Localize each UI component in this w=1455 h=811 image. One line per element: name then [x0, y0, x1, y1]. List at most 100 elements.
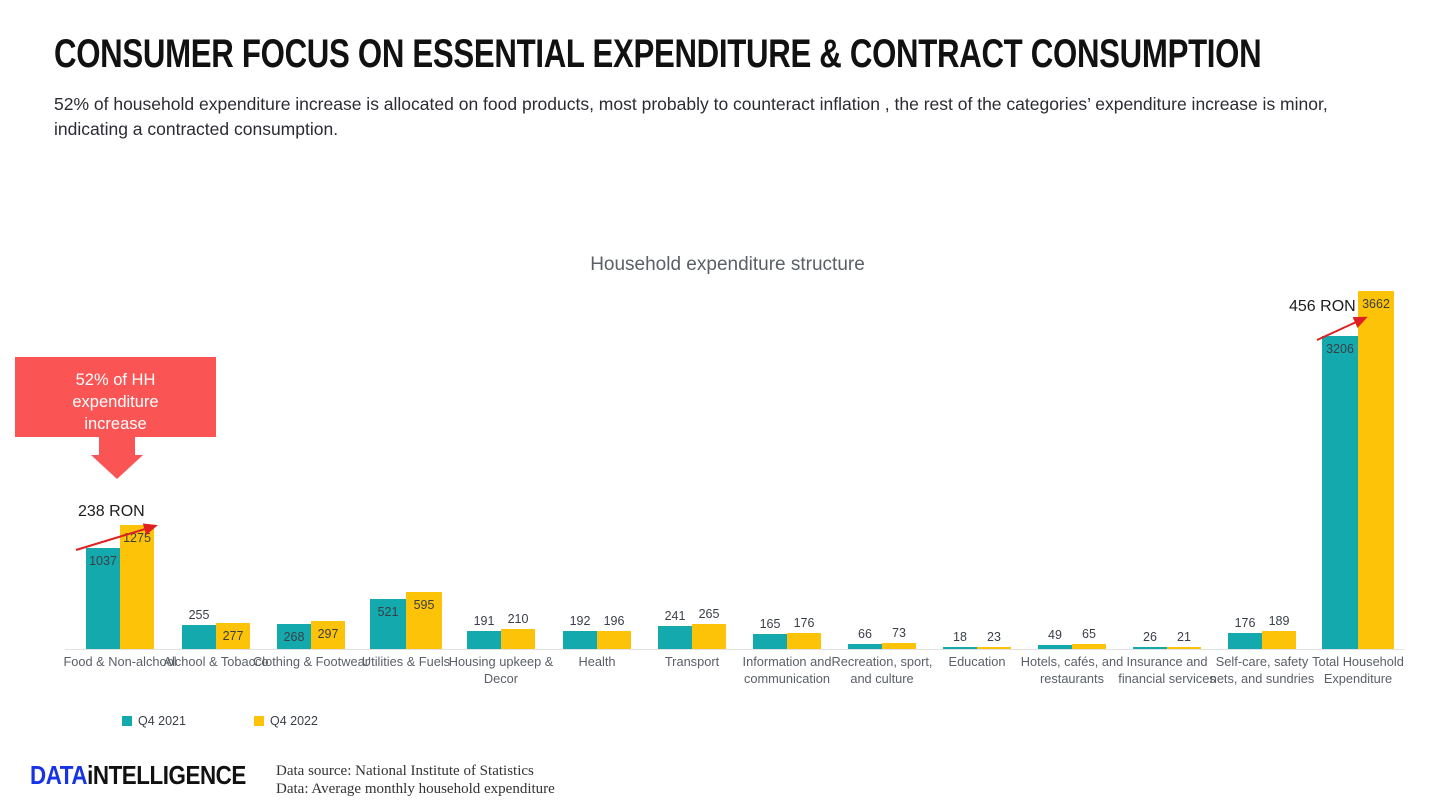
- bar-group: 192 196: [542, 270, 652, 650]
- chart-baseline: [65, 649, 1405, 650]
- x-axis-label: Housing upkeep & Decor: [448, 654, 554, 686]
- bar-value-label: 196: [603, 613, 625, 628]
- callout-52-percent: 52% of HH expenditure increase: [15, 357, 216, 479]
- bar-value-label: 521: [377, 604, 399, 619]
- x-axis-label: Transport: [664, 654, 720, 669]
- x-axis-label: Education: [948, 654, 1006, 669]
- bar-value-label: 191: [473, 614, 495, 629]
- bar-chart-plot-area: 1037 1275 255 277 268 297 521 595 191 210 192 196 24…: [0, 270, 1455, 650]
- bar-q4-2022[interactable]: 73: [882, 626, 916, 650]
- arrow-stem: [99, 437, 135, 455]
- bar-group: 521 595: [351, 270, 461, 650]
- bar-group: 165 176: [732, 270, 842, 650]
- bar-q4-2021[interactable]: 191: [467, 614, 501, 650]
- x-axis-label: Recreation, sport, and culture: [831, 654, 933, 686]
- x-axis-label: Hotels, cafés, and restaurants: [1020, 654, 1124, 686]
- bar-group: 66 73: [827, 270, 937, 650]
- bar-value-label: 210: [507, 612, 529, 627]
- bar-group: 3206 3662: [1303, 270, 1413, 650]
- bar-q4-2021[interactable]: 18: [943, 630, 977, 650]
- chart-title: Household expenditure structure: [590, 254, 865, 275]
- callout-line-1: 52% of HH: [75, 371, 156, 389]
- bar-q4-2021[interactable]: 26: [1133, 630, 1167, 650]
- bar-q4-2022[interactable]: 265: [692, 607, 726, 650]
- delta-arrow-total-icon: [1316, 316, 1368, 341]
- bar-q4-2021[interactable]: 192: [563, 614, 597, 650]
- bar-q4-2022[interactable]: 21: [1167, 630, 1201, 650]
- logo-intelligence-text: iNTELLIGENCE: [87, 760, 246, 790]
- bar-value-label: 26: [1143, 630, 1157, 644]
- bar-value-label: 3206: [1326, 341, 1354, 356]
- bar-value-label: 241: [664, 609, 686, 624]
- bar-group: 255 277: [161, 270, 271, 650]
- bar-value-label: 595: [413, 597, 435, 612]
- bar-q4-2022[interactable]: 189: [1262, 614, 1296, 650]
- bar-q4-2022[interactable]: 65: [1072, 627, 1106, 650]
- x-axis-label: Information and communication: [742, 654, 832, 686]
- bar-q4-2021[interactable]: 176: [1228, 616, 1262, 650]
- bar-group: 191 210: [446, 270, 556, 650]
- x-axis-label: Clothing & Footwear: [253, 654, 369, 669]
- x-axis-label: Alchool & Tobacco: [163, 654, 269, 669]
- bar-group: 26 21: [1112, 270, 1222, 650]
- bar-value-label: 3662: [1362, 297, 1390, 311]
- bar-q4-2022[interactable]: 210: [501, 612, 535, 650]
- bar-q4-2021[interactable]: 241: [658, 609, 692, 650]
- bar-value-label: 165: [759, 616, 781, 631]
- bar-value-label: 23: [987, 630, 1001, 644]
- bar-value-label: 21: [1177, 630, 1191, 644]
- arrow-head: [91, 455, 143, 479]
- bar-value-label: 49: [1048, 628, 1062, 643]
- legend-item[interactable]: Q4 2021: [122, 714, 186, 728]
- bar-value-label: 255: [188, 608, 210, 623]
- chart-legend: Q4 2021 Q4 2022: [122, 714, 318, 728]
- x-axis-label: Utilities & Fuels: [361, 654, 451, 669]
- bar-q4-2021[interactable]: 66: [848, 627, 882, 650]
- bar-q4-2022[interactable]: 277: [216, 622, 250, 650]
- x-axis-label: Food & Non-alchool: [63, 654, 177, 669]
- bar-q4-2021[interactable]: 3206: [1322, 335, 1358, 650]
- logo-data-text: DATA: [30, 760, 88, 790]
- bar-value-label: 265: [698, 607, 720, 622]
- bar-q4-2021[interactable]: 165: [753, 617, 787, 650]
- legend-swatch: [122, 716, 132, 726]
- bar-q4-2021[interactable]: 1037: [86, 548, 120, 650]
- legend-item[interactable]: Q4 2022: [253, 714, 318, 728]
- brand-logo: DATAiNTELLIGENCE: [30, 760, 246, 791]
- delta-label-food: 238 RON: [78, 503, 145, 520]
- bar-q4-2021[interactable]: 521: [370, 598, 406, 650]
- x-axis-label: Insurance and financial services: [1118, 654, 1216, 686]
- bar-q4-2022[interactable]: 176: [787, 616, 821, 650]
- legend-label: Q4 2022: [269, 714, 318, 728]
- bar-q4-2022[interactable]: 3662: [1358, 291, 1394, 650]
- callout-down-arrow-icon: [15, 437, 216, 479]
- bar-q4-2021[interactable]: 268: [277, 623, 311, 650]
- callout-line-3: increase: [84, 415, 147, 433]
- bar-value-label: 18: [953, 630, 967, 644]
- bar-q4-2022[interactable]: 23: [977, 630, 1011, 650]
- callout-line-2: expenditure: [72, 393, 159, 411]
- bar-group: 176 189: [1207, 270, 1317, 650]
- bar-value-label: 176: [1234, 615, 1256, 630]
- bar-value-label: 73: [892, 625, 906, 640]
- bar-group: 268 297: [256, 270, 366, 650]
- bar-q4-2022[interactable]: 595: [406, 591, 442, 650]
- bar-value-label: 297: [317, 626, 339, 641]
- bar-value-label: 192: [569, 614, 591, 629]
- chart-x-axis: Food & Non-alchool Alchool & Tobacco Cloth…: [0, 654, 1455, 714]
- bar-q4-2021[interactable]: 49: [1038, 628, 1072, 650]
- bar-q4-2021[interactable]: 255: [182, 608, 216, 650]
- source-line-1: Data source: National Institute of Stati…: [276, 763, 534, 779]
- page-subtitle: 52% of household expenditure increase is…: [54, 94, 1328, 139]
- bar-group: 49 65: [1017, 270, 1127, 650]
- delta-label-total: 456 RON: [1289, 298, 1356, 315]
- page-title: CONSUMER FOCUS ON ESSENTIAL EXPENDITURE …: [54, 32, 1262, 76]
- source-line-2: Data: Average monthly household expendit…: [276, 781, 555, 797]
- bar-q4-2022[interactable]: 297: [311, 620, 345, 650]
- bar-q4-2022[interactable]: 196: [597, 614, 631, 650]
- x-axis-label: Health: [578, 654, 616, 669]
- bar-value-label: 268: [283, 629, 305, 644]
- legend-label: Q4 2021: [138, 714, 186, 728]
- bar-value-label: 65: [1082, 626, 1096, 641]
- bar-value-label: 189: [1268, 614, 1290, 629]
